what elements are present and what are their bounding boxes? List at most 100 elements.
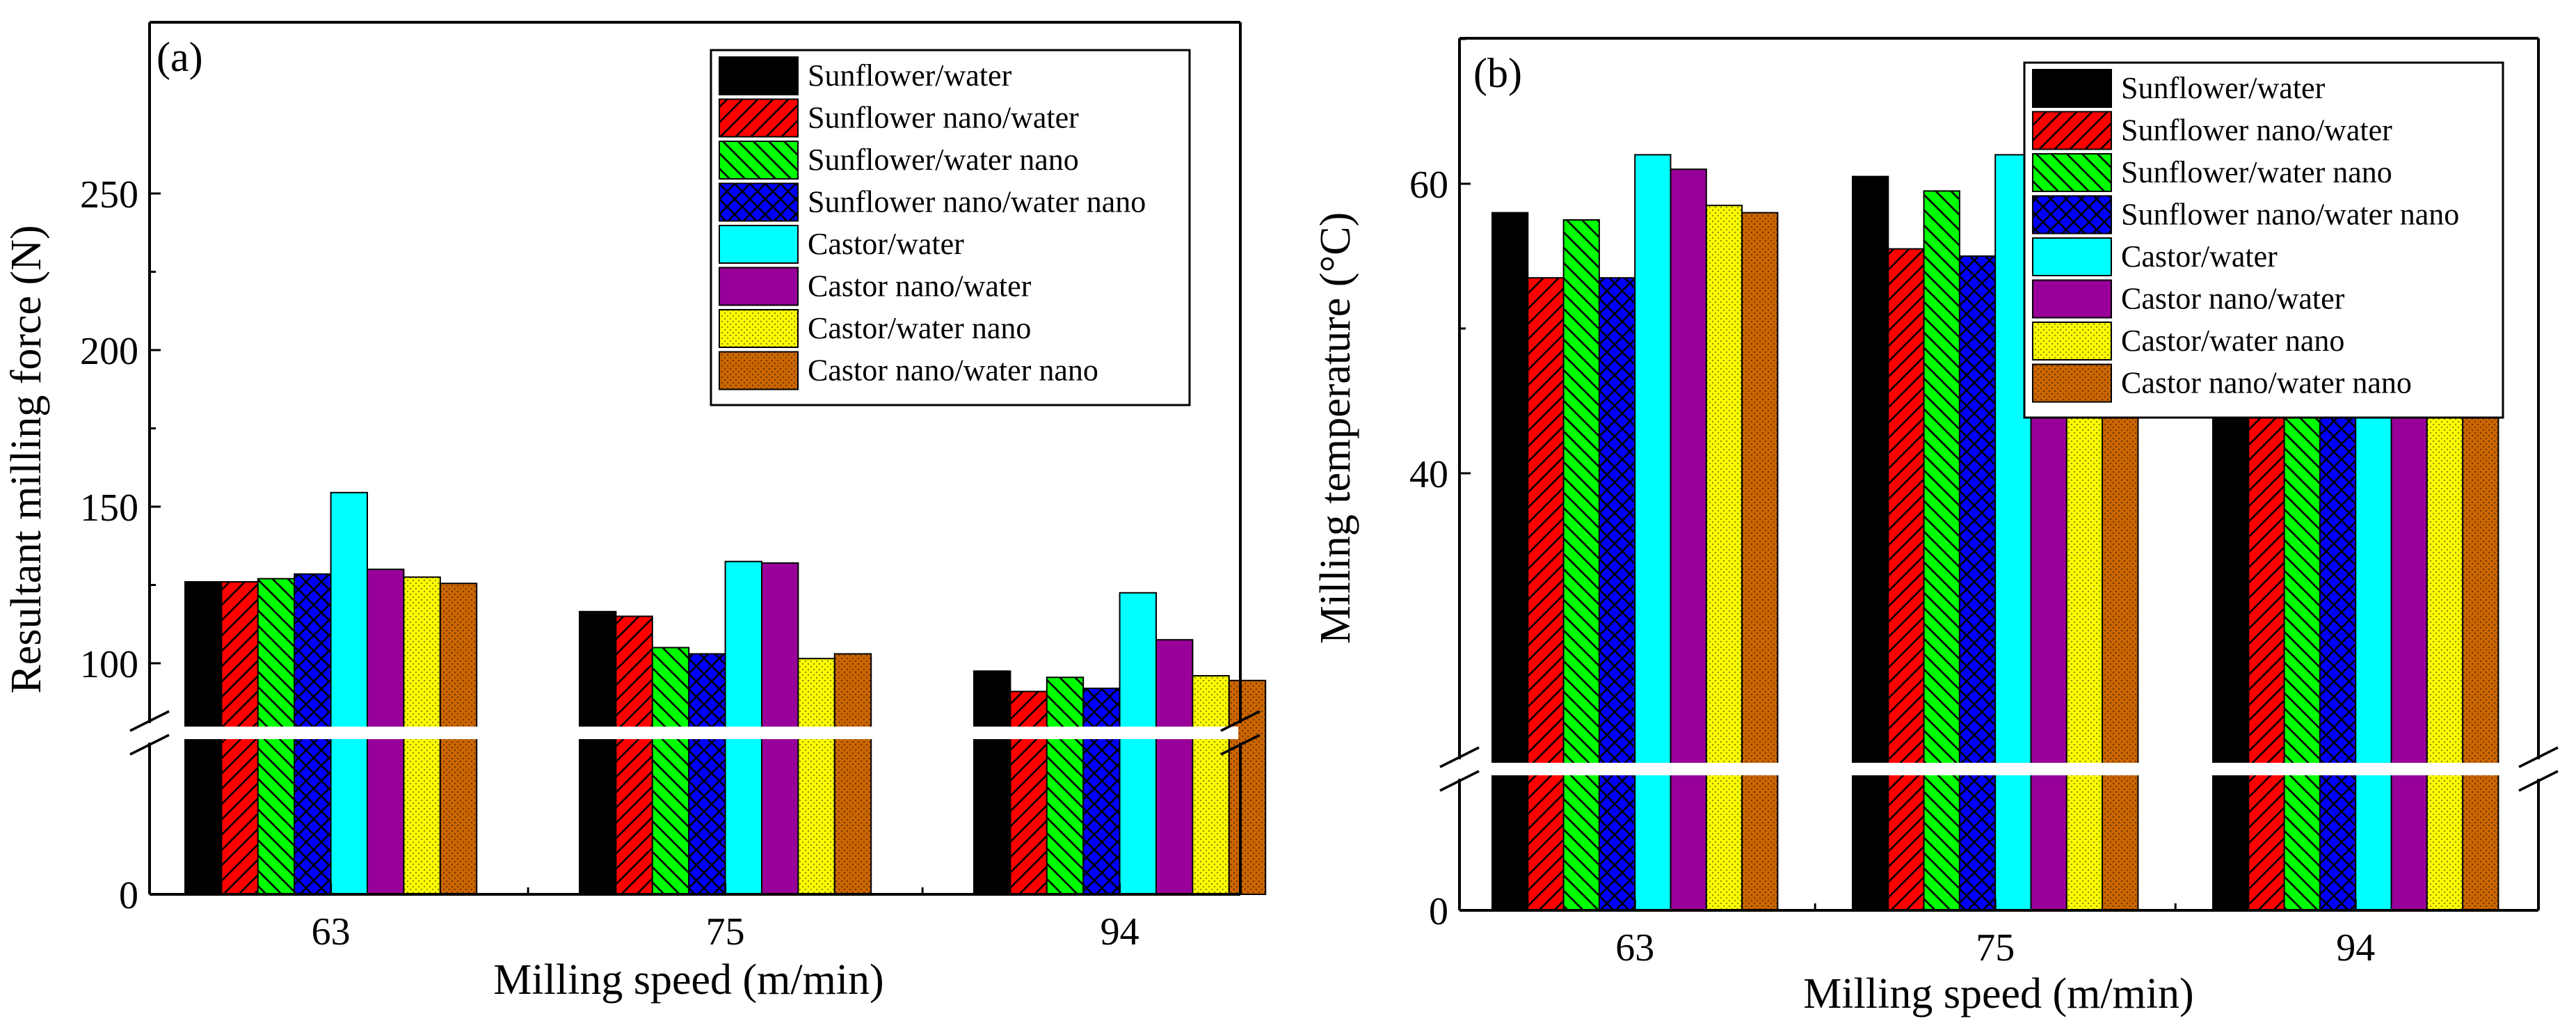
legend-label-sunflower-nano-water: Sunflower nano/water [2121,113,2392,148]
y-tick-label: 40 [1409,453,1448,496]
legend-swatch-sunflower-nano-water [2032,111,2112,150]
bar-b-75-sunflower-water-nano [1923,190,1960,911]
legend-swatch-castor-nano-water-nano [719,351,799,390]
axis-break-mark [2518,770,2559,792]
legend-swatch-castor-water-nano [2032,322,2112,361]
bar-b-63-castor-water-nano [1705,205,1743,911]
bar-b-63-sunflower-water-nano [1562,219,1600,911]
axis-break-mark [2518,746,2559,768]
legend-label-sunflower-water: Sunflower/water [2121,71,2326,105]
legend-swatch-sunflower-water [2032,69,2112,108]
bar-b-63-castor-nano-water [1670,168,1707,912]
bar-a-94-sunflower-nano-water-nano [1082,688,1121,895]
bar-a-94-castor-water [1119,592,1157,895]
legend-swatch-castor-water [2032,237,2112,276]
panel-a-axis-break [152,727,1238,739]
y-tick-label: 60 [1409,164,1448,207]
legend-label-castor-water: Castor/water [2121,239,2278,274]
panel-b-axis-break [1462,763,2536,775]
legend-label-castor-water-nano: Castor/water nano [808,311,1031,345]
bar-b-75-sunflower-nano-water-nano [1958,255,1997,911]
axis-break-mark [1439,746,1480,768]
axis-break-mark [129,734,170,756]
legend-label-sunflower-nano-water-nano: Sunflower nano/water nano [2121,198,2459,232]
legend-swatch-castor-water [719,225,799,264]
x-tick-label-94: 94 [2336,926,2375,969]
axis-break-mark [129,710,170,732]
y-tick-label: 0 [1429,890,1448,933]
panel-b-y-axis-title: Milling temperature (°C) [1312,212,1359,644]
bar-a-63-castor-water [330,491,369,895]
bar-a-75-sunflower-nano-water-nano [688,653,726,895]
legend-swatch-sunflower-water [719,56,799,95]
panel-a-x-axis-title: Milling speed (m/min) [493,956,883,1004]
legend-label-castor-water: Castor/water [808,227,964,261]
legend-label-castor-nano-water: Castor nano/water [808,269,1032,303]
legend-swatch-castor-water-nano [719,309,799,348]
axis-break-gap [1462,763,2536,775]
bar-a-94-castor-nano-water-nano [1228,679,1267,895]
legend-swatch-castor-nano-water [719,267,799,306]
bar-b-63-sunflower-nano-water [1527,277,1565,911]
panel-a-legend: Sunflower/water Sunflower nano/water Sunfl… [710,49,1191,406]
panel-b-label: (b) [1473,50,1522,96]
legend-swatch-castor-nano-water [2032,279,2112,319]
panel-b-axes [1439,37,2559,912]
bar-b-63-castor-water [1634,154,1672,911]
legend-swatch-sunflower-water-nano [2032,153,2112,192]
panel-a-tick-labels: 0 100 150 200 250 63 75 94 [80,173,1139,953]
x-tick-label-75: 75 [1976,926,2015,969]
axis-break-mark [1439,770,1480,792]
y-tick-label: 0 [119,874,138,917]
x-tick-label-63: 63 [1615,926,1654,969]
panel-a-force-chart: 0 100 150 200 250 63 75 94 (a) Milling speed (m… [3,21,1267,1004]
legend-label-castor-nano-water-nano: Castor nano/water nano [2121,366,2412,400]
bar-a-94-castor-nano-water [1155,639,1194,895]
y-tick-label: 100 [80,643,138,686]
bar-b-63-sunflower-nano-water-nano [1598,277,1636,911]
legend-swatch-sunflower-water-nano [719,141,799,180]
bar-a-75-sunflower-water-nano [651,647,690,895]
legend-swatch-sunflower-nano-water-nano [719,182,799,222]
legend-swatch-castor-nano-water-nano [2032,363,2112,403]
legend-label-castor-water-nano: Castor/water nano [2121,324,2344,358]
legend-label-sunflower-nano-water-nano: Sunflower nano/water nano [808,185,1146,219]
y-tick-label: 250 [80,173,138,216]
bar-a-94-sunflower-water-nano [1046,676,1085,895]
bar-a-94-sunflower-water [973,670,1011,895]
panel-a-bars [184,491,1267,895]
panel-b-legend: Sunflower/water Sunflower nano/water Sunfl… [2023,61,2504,419]
bar-b-63-sunflower-water [1491,212,1529,912]
bar-a-75-castor-water-nano [797,658,835,895]
bar-a-75-castor-nano-water-nano [833,653,872,895]
bar-a-75-sunflower-nano-water [615,615,653,895]
panel-b-x-axis-title: Milling speed (m/min) [1803,970,2193,1018]
legend-label-sunflower-nano-water: Sunflower nano/water [808,101,1079,135]
axis-break-gap [152,727,1238,739]
axis-break-mark [1220,734,1261,756]
bar-b-63-castor-nano-water-nano [1741,212,1779,912]
legend-label-sunflower-water: Sunflower/water [808,58,1012,93]
y-tick-label: 150 [80,486,138,530]
x-tick-label-75: 75 [706,910,745,953]
y-tick-label: 200 [80,330,138,373]
legend-label-sunflower-water-nano: Sunflower/water nano [808,143,1079,177]
x-tick-label-94: 94 [1101,910,1139,953]
legend-swatch-sunflower-nano-water [719,98,799,138]
bar-a-75-sunflower-water [579,610,617,895]
x-tick-label-63: 63 [312,910,351,953]
legend-swatch-sunflower-nano-water-nano [2032,195,2112,235]
axis-break-mark [1220,710,1261,732]
panel-a-label: (a) [157,34,203,80]
bar-b-75-sunflower-water [1852,175,1889,912]
legend-label-sunflower-water-nano: Sunflower/water nano [2121,155,2392,189]
bar-a-94-castor-water-nano [1192,675,1230,895]
legend-label-castor-nano-water-nano: Castor nano/water nano [808,354,1098,388]
bar-b-75-sunflower-nano-water [1887,248,1925,912]
legend-label-castor-nano-water: Castor nano/water [2121,282,2345,316]
panel-b-temperature-chart: 0406080100120637594 (b) Milling speed (m… [1312,37,2559,1018]
panel-a-y-axis-title: Resultant milling force (N) [3,225,50,693]
panel-b-tick-labels: 0406080100120637594 [1409,38,2375,969]
bar-a-94-sunflower-nano-water [1009,690,1048,895]
